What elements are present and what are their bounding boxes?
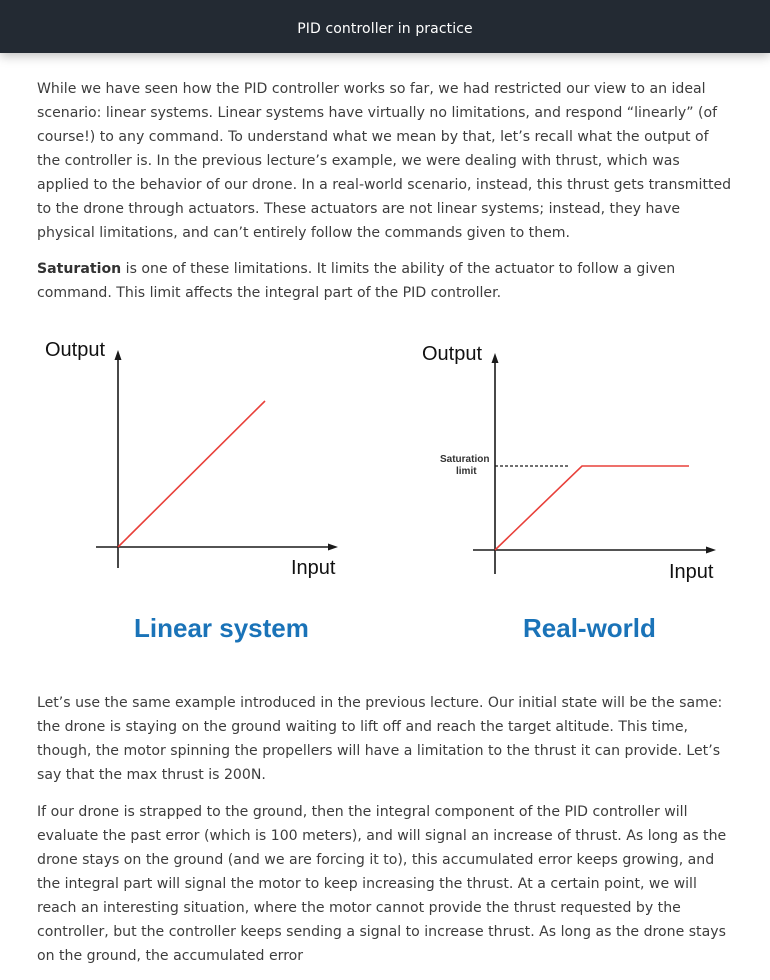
saturation-text: is one of these limitations. It limits t…	[37, 261, 676, 301]
page-title: PID controller in practice	[297, 20, 473, 37]
right-x-label: Input	[669, 561, 714, 583]
top-bar: PID controller in practice	[0, 0, 770, 53]
linear-system-caption: Linear system	[134, 613, 309, 643]
paragraph-intro: While we have seen how the PID controlle…	[37, 81, 732, 241]
left-y-label: Output	[45, 339, 105, 361]
paragraph-integral: If our drone is strapped to the ground, …	[37, 804, 727, 964]
left-x-label: Input	[291, 557, 336, 579]
saturation-figure: Output Input Linear system Saturation li…	[45, 339, 716, 643]
right-y-arrowhead	[491, 353, 499, 363]
paragraph-saturation: Saturation is one of these limitations. …	[37, 257, 732, 305]
linear-response-line	[117, 400, 266, 548]
saturated-response-line	[494, 465, 689, 551]
saturation-label-line2: limit	[456, 466, 477, 477]
paragraph-example: Let’s use the same example introduced in…	[37, 695, 723, 783]
left-y-arrowhead	[114, 350, 122, 360]
real-world-caption: Real-world	[523, 613, 656, 643]
right-y-label: Output	[422, 343, 482, 365]
saturation-label-line1: Saturation	[440, 454, 489, 465]
real-world-diagram: Saturation limit Output Input Real-world	[422, 343, 716, 643]
article-intro: While we have seen how the PID controlle…	[37, 77, 732, 317]
linear-system-diagram: Output Input Linear system	[45, 339, 338, 643]
right-x-arrowhead	[706, 546, 716, 554]
saturation-term: Saturation	[37, 261, 122, 277]
left-x-arrowhead	[328, 543, 338, 551]
article-integral: If our drone is strapped to the ground, …	[37, 800, 732, 980]
article-example: Let’s use the same example introduced in…	[37, 691, 732, 799]
